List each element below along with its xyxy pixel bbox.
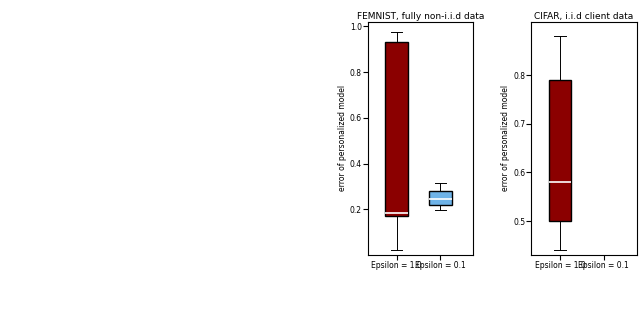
- Y-axis label: error of personalized model: error of personalized model: [338, 85, 347, 192]
- Y-axis label: error of personalized model: error of personalized model: [501, 85, 510, 192]
- Title: FEMNIST, fully non-i.i.d data: FEMNIST, fully non-i.i.d data: [357, 12, 484, 21]
- PathPatch shape: [593, 309, 615, 311]
- PathPatch shape: [548, 80, 572, 221]
- Title: CIFAR, i.i.d client data: CIFAR, i.i.d client data: [534, 12, 634, 21]
- PathPatch shape: [385, 42, 408, 216]
- PathPatch shape: [429, 191, 452, 205]
